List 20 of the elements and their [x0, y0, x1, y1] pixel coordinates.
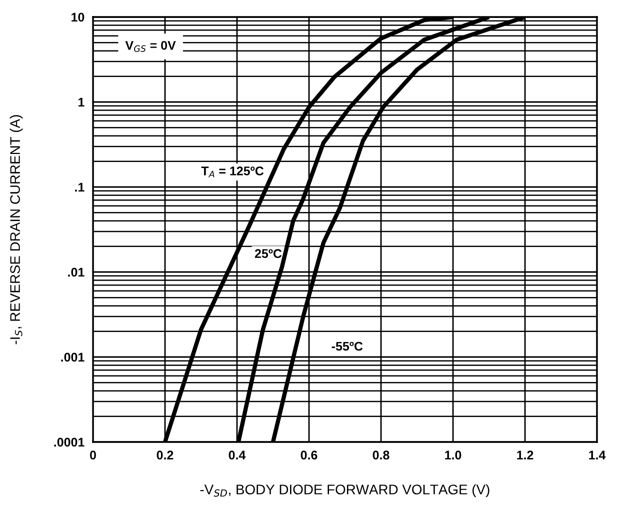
y-tick-label: .1: [75, 182, 84, 192]
text: -55ºC: [332, 342, 363, 351]
y-tick-label: 1: [78, 98, 84, 107]
y-tick-label: .0001: [54, 438, 84, 447]
y-tick-label: 10: [72, 12, 84, 22]
x-tick-label: 0.4: [228, 450, 246, 460]
series-label: 25ºC: [254, 249, 282, 258]
x-tick-label: 0.8: [372, 450, 390, 460]
x-tick-label: 1.2: [517, 450, 534, 460]
annotation: V$_{GS}$ = 0V: [125, 40, 176, 52]
x-tick-label: 0.2: [156, 450, 174, 460]
y-tick-label: .001: [61, 352, 84, 362]
y-axis-title: -I$_{S}$, REVERSE DRAIN CURRENT (A): [10, 115, 23, 344]
x-tick-label: 1.4: [589, 450, 606, 460]
x-tick-label: 0.6: [300, 450, 318, 460]
x-tick-label: 0: [90, 450, 96, 460]
y-tick-label: .01: [68, 268, 84, 277]
x-tick-label: 1.0: [445, 450, 462, 460]
x-axis-title: -V$_{SD}$, BODY DIODE FORWARD VOLTAGE (V): [200, 484, 490, 498]
series-label: T$_{A}$ = 125ºC: [201, 166, 264, 178]
